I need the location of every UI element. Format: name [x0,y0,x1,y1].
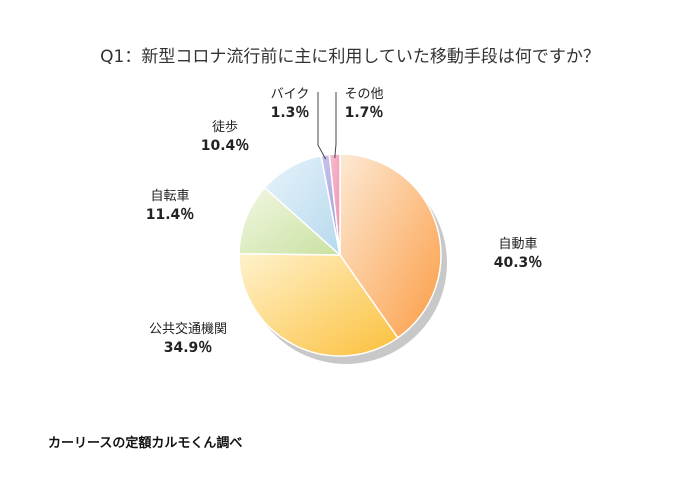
slice-label-6: その他 [344,87,383,102]
slice-label-4: 徒歩 [212,120,238,135]
source-credit: カーリースの定額カルモくん調べ [48,436,243,451]
slice-value-5: 1.3％ [271,105,310,121]
slice-value-4: 10.4％ [201,138,250,154]
slice-label-1: 自動車 [498,237,537,252]
leader-line-5 [317,92,327,160]
pie-slice-6 [328,153,341,256]
pie-slice-1 [339,153,442,339]
pie-slice-2 [238,252,399,357]
leader-line-6 [334,92,337,159]
slice-value-6: 1.7％ [345,105,384,121]
slice-value-3: 11.4％ [146,207,195,223]
pie-slice-3 [238,186,342,256]
slice-value-1: 40.3％ [494,255,543,271]
chart-title: Q1：新型コロナ流行前に主に利用していた移動手段は何ですか？ [100,47,600,67]
slice-label-3: 自転車 [150,189,189,204]
slice-label-5: バイク [271,87,310,102]
slice-label-2: 公共交通機関 [149,321,227,337]
slice-value-2: 34.9％ [164,340,213,356]
